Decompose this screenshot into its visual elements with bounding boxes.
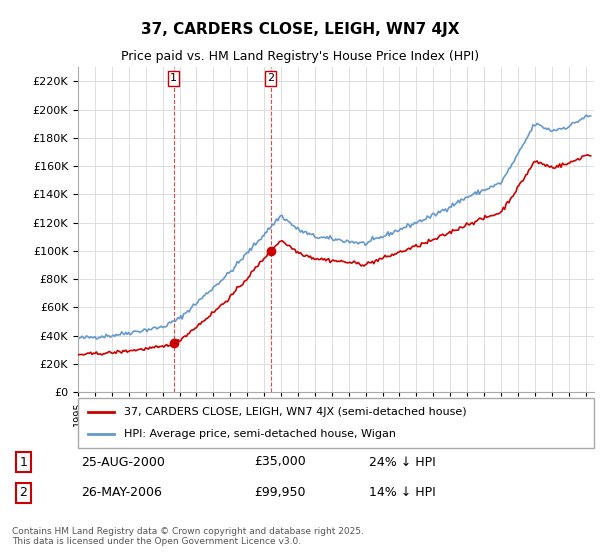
Text: 1: 1: [170, 73, 177, 83]
Text: 1: 1: [20, 455, 28, 469]
Text: 2: 2: [20, 486, 28, 500]
Text: HPI: Average price, semi-detached house, Wigan: HPI: Average price, semi-detached house,…: [124, 429, 397, 439]
Text: 37, CARDERS CLOSE, LEIGH, WN7 4JX: 37, CARDERS CLOSE, LEIGH, WN7 4JX: [141, 22, 459, 38]
Text: £35,000: £35,000: [254, 455, 305, 469]
Text: 24% ↓ HPI: 24% ↓ HPI: [369, 455, 436, 469]
Text: Price paid vs. HM Land Registry's House Price Index (HPI): Price paid vs. HM Land Registry's House …: [121, 50, 479, 63]
Text: Contains HM Land Registry data © Crown copyright and database right 2025.
This d: Contains HM Land Registry data © Crown c…: [12, 526, 364, 546]
Text: 25-AUG-2000: 25-AUG-2000: [81, 455, 165, 469]
Text: 2: 2: [267, 73, 274, 83]
FancyBboxPatch shape: [78, 398, 594, 448]
Text: 26-MAY-2006: 26-MAY-2006: [81, 486, 162, 500]
Text: 37, CARDERS CLOSE, LEIGH, WN7 4JX (semi-detached house): 37, CARDERS CLOSE, LEIGH, WN7 4JX (semi-…: [124, 407, 467, 417]
Text: £99,950: £99,950: [254, 486, 305, 500]
Text: 14% ↓ HPI: 14% ↓ HPI: [369, 486, 436, 500]
